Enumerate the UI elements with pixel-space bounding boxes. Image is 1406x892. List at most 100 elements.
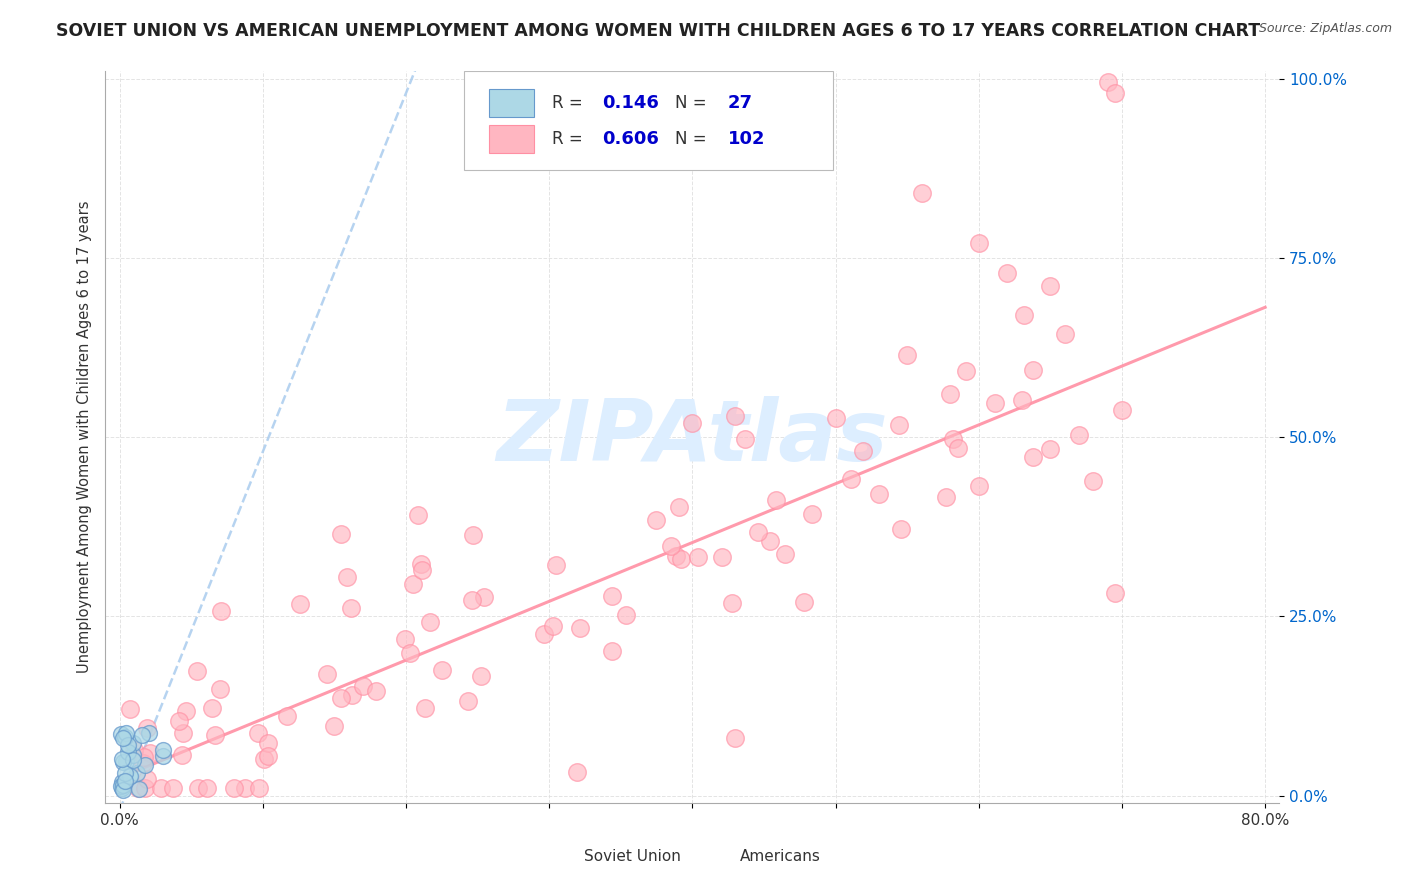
Point: [668, 500, 690, 515]
Point: [967, 236, 990, 251]
Point: [131, 728, 153, 742]
Point: [852, 443, 875, 458]
Point: [1067, 427, 1090, 442]
Point: [138, 726, 160, 740]
Point: [135, 721, 157, 735]
Point: [111, 731, 134, 745]
Point: [1039, 442, 1062, 456]
Point: [224, 781, 246, 796]
Point: [122, 753, 145, 767]
Point: [290, 597, 312, 611]
Point: [614, 608, 637, 623]
Point: [711, 550, 734, 565]
Point: [174, 705, 197, 719]
Point: [773, 547, 796, 561]
Point: [1097, 75, 1119, 89]
Point: [247, 781, 270, 796]
Point: [114, 766, 136, 780]
Point: [114, 730, 136, 744]
Point: [734, 432, 756, 446]
Point: [246, 726, 269, 740]
Point: [152, 748, 174, 763]
Point: [602, 589, 624, 603]
Point: [997, 266, 1019, 280]
Point: [186, 664, 208, 678]
Text: R =: R =: [551, 130, 588, 148]
Point: [567, 764, 589, 779]
Point: [187, 781, 209, 796]
Point: [114, 773, 136, 788]
Point: [340, 688, 363, 702]
Point: [111, 755, 134, 769]
Point: [868, 486, 890, 500]
Point: [394, 632, 416, 647]
Point: [112, 778, 135, 792]
Point: [1022, 450, 1045, 464]
Point: [890, 522, 912, 536]
Point: [111, 780, 134, 795]
Point: [1104, 86, 1126, 100]
Point: [120, 702, 142, 716]
Point: [1022, 363, 1045, 377]
Point: [935, 490, 957, 504]
Point: [946, 441, 969, 455]
Point: [659, 539, 682, 553]
Point: [233, 781, 256, 796]
Point: [128, 782, 150, 797]
Point: [111, 774, 134, 789]
Text: R =: R =: [551, 94, 588, 112]
Text: 0.606: 0.606: [602, 130, 659, 148]
Point: [134, 758, 156, 772]
Point: [110, 779, 132, 793]
Point: [839, 472, 862, 486]
Point: [470, 668, 492, 682]
Point: [896, 348, 918, 362]
Point: [939, 387, 962, 401]
Point: [135, 772, 157, 786]
Point: [121, 747, 143, 762]
Point: [1111, 402, 1133, 417]
Point: [253, 752, 276, 766]
Point: [132, 750, 155, 764]
Point: [411, 557, 433, 571]
Point: [276, 709, 298, 723]
Point: [150, 781, 173, 796]
Point: [127, 766, 149, 780]
Point: [120, 769, 142, 783]
Point: [115, 726, 138, 740]
Text: 102: 102: [728, 130, 765, 148]
Point: [1104, 586, 1126, 600]
Point: [669, 551, 692, 566]
Text: N =: N =: [675, 130, 711, 148]
Y-axis label: Unemployment Among Women with Children Ages 6 to 17 years: Unemployment Among Women with Children A…: [76, 201, 91, 673]
Point: [665, 549, 688, 563]
Point: [111, 783, 134, 797]
Point: [152, 743, 174, 757]
Point: [257, 749, 280, 764]
Point: [765, 492, 787, 507]
Point: [340, 601, 363, 615]
Point: [461, 528, 484, 542]
Point: [644, 513, 666, 527]
Point: [402, 577, 425, 591]
Point: [111, 752, 134, 766]
Point: [533, 627, 555, 641]
Point: [127, 781, 149, 796]
Text: N =: N =: [675, 94, 711, 112]
Point: [887, 417, 910, 432]
Point: [955, 364, 977, 378]
Point: [430, 664, 453, 678]
Point: [942, 432, 965, 446]
FancyBboxPatch shape: [464, 71, 834, 170]
Text: ZIPAtlas: ZIPAtlas: [496, 395, 889, 479]
Point: [330, 527, 353, 541]
Point: [541, 618, 564, 632]
Point: [801, 507, 824, 521]
Point: [793, 595, 815, 609]
Point: [122, 736, 145, 750]
Text: SOVIET UNION VS AMERICAN UNEMPLOYMENT AMONG WOMEN WITH CHILDREN AGES 6 TO 17 YEA: SOVIET UNION VS AMERICAN UNEMPLOYMENT AM…: [56, 22, 1260, 40]
Point: [122, 743, 145, 757]
Point: [688, 549, 710, 564]
Point: [167, 714, 190, 728]
Point: [1011, 392, 1033, 407]
